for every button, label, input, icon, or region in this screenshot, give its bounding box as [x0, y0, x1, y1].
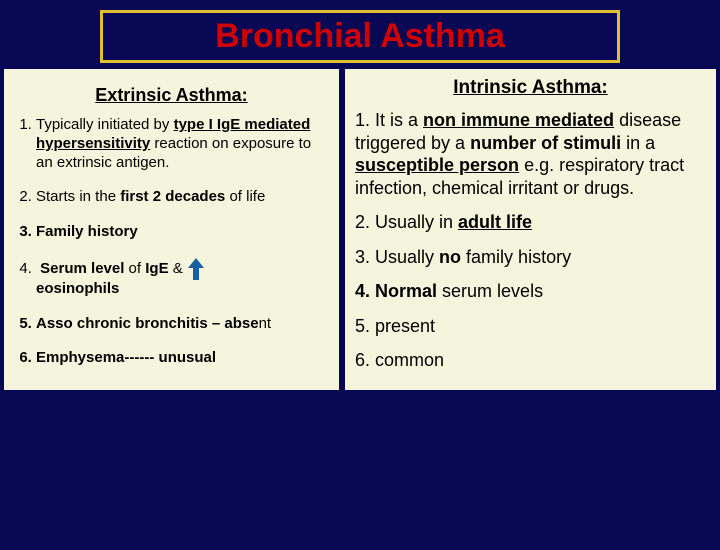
up-arrow-icon: [189, 258, 203, 280]
text: family history: [461, 247, 571, 267]
right-column: Intrinsic Asthma: 1. It is a non immune …: [345, 69, 716, 390]
text-emph: no: [439, 247, 461, 267]
text: Emphysema------: [36, 349, 154, 366]
text: 3. Usually: [355, 247, 439, 267]
columns: Extrinsic Asthma: Typically initiated by…: [0, 69, 720, 390]
extrinsic-item-2: Starts in the first 2 decades of life: [36, 188, 329, 207]
intrinsic-item-2: 2. Usually in adult life: [355, 211, 706, 234]
text: nt: [259, 315, 272, 332]
text: of: [124, 260, 145, 277]
text: abse: [220, 315, 258, 332]
text-emph: IgE: [145, 260, 168, 277]
intrinsic-heading: Intrinsic Asthma:: [355, 77, 706, 99]
text: 1. It is a: [355, 110, 423, 130]
title-box: Bronchial Asthma: [100, 10, 620, 63]
text: Family history: [36, 223, 138, 240]
text: in a: [621, 133, 655, 153]
text: Asso chronic bronchitis –: [36, 315, 220, 332]
text-emph: susceptible person: [355, 155, 519, 175]
text-emph: 4. Normal: [355, 281, 437, 301]
intrinsic-item-1: 1. It is a non immune mediated disease t…: [355, 109, 706, 199]
intrinsic-item-4: 4. Normal serum levels: [355, 280, 706, 303]
intrinsic-item-3: 3. Usually no family history: [355, 246, 706, 269]
title-text: Bronchial Asthma: [215, 17, 505, 55]
extrinsic-heading: Extrinsic Asthma:: [14, 85, 329, 106]
extrinsic-item-6: Emphysema------ unusual: [36, 349, 329, 368]
text: serum levels: [437, 281, 543, 301]
text: Typically initiated by: [36, 116, 174, 133]
text: Starts in the: [36, 188, 120, 205]
extrinsic-item-5: Asso chronic bronchitis – absent: [36, 315, 329, 334]
text: &: [169, 260, 187, 277]
text-emph: eosinophils: [36, 280, 119, 297]
intrinsic-item-5: 5. present: [355, 315, 706, 338]
text-emph: adult life: [458, 212, 532, 232]
intrinsic-item-6: 6. common: [355, 349, 706, 372]
text-emph: non immune mediated: [423, 110, 614, 130]
extrinsic-item-3: Family history: [36, 223, 329, 242]
text: unusual: [154, 349, 216, 366]
text-emph: first 2 decades: [120, 188, 225, 205]
text-emph: Serum level: [40, 260, 124, 277]
left-column: Extrinsic Asthma: Typically initiated by…: [4, 69, 339, 390]
extrinsic-list: Typically initiated by type I IgE mediat…: [14, 116, 329, 368]
text: 2. Usually in: [355, 212, 458, 232]
extrinsic-item-1: Typically initiated by type I IgE mediat…: [36, 116, 329, 172]
extrinsic-item-4: Serum level of IgE & eosinophils: [36, 258, 329, 299]
text: of life: [225, 188, 265, 205]
text-emph: number of stimuli: [470, 133, 621, 153]
